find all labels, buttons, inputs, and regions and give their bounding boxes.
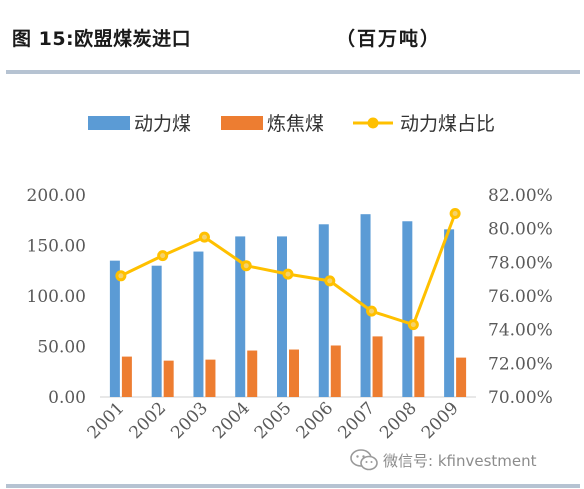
right-tick-label: 80.00% [488, 220, 553, 240]
watermark-text: 微信号: kfinvestment [383, 451, 537, 470]
header: 图 15:欧盟煤炭进口 （百万吨） [0, 0, 584, 74]
x-tick-label: 2006 [293, 398, 338, 443]
left-tick-label: 100.00 [27, 287, 86, 307]
bar-coking-coal [414, 336, 425, 397]
bar-thermal-coal [318, 224, 329, 397]
legend-swatch-thermal-coal [88, 116, 130, 130]
bar-thermal-coal [109, 260, 120, 397]
x-tick-label: 2007 [334, 398, 379, 443]
legend-label-share: 动力煤占比 [400, 113, 495, 135]
share-point-core [369, 308, 375, 314]
x-tick-label: 2004 [209, 398, 254, 443]
legend-marker-share [367, 117, 379, 129]
share-point-core [452, 211, 458, 217]
left-tick-label: 0.00 [48, 388, 86, 408]
right-tick-label: 72.00% [488, 354, 553, 374]
legend-label-thermal-coal: 动力煤 [134, 113, 191, 135]
bar-coking-coal [330, 345, 341, 397]
wechat-icon [350, 449, 378, 471]
share-point-core [118, 273, 124, 279]
bar-thermal-coal [277, 236, 287, 397]
legend-label-coking-coal: 炼焦煤 [267, 113, 324, 135]
share-point-core [327, 278, 333, 284]
right-axis: 70.00% 72.00% 74.00% 76.00% 78.00% 80.00% 82.0… [488, 186, 553, 408]
right-tick-label: 82.00% [488, 186, 553, 206]
left-axis: 0.00 50.00 100.00 150.00 200.00 [27, 186, 86, 408]
chart: 动力煤 炼焦煤 动力煤占比 0.0050.00100.00150.00200.00 … [27, 113, 553, 443]
right-tick-label: 70.00% [488, 388, 553, 408]
right-tick-label: 76.00% [488, 287, 553, 307]
bottom-divider [6, 484, 580, 488]
share-point-core [410, 322, 416, 328]
x-tick-label: 2005 [251, 398, 296, 443]
legend-swatch-coking-coal [221, 116, 263, 130]
x-tick-label: 2002 [125, 398, 170, 443]
bar-thermal-coal [193, 251, 204, 397]
bar-coking-coal [372, 336, 383, 397]
bar-thermal-coal [402, 221, 413, 397]
share-point-core [285, 271, 291, 277]
share-point-core [243, 263, 249, 269]
right-tick-label: 78.00% [488, 253, 553, 273]
bar-thermal-coal [444, 229, 455, 397]
share-point-core [160, 253, 166, 259]
bar-coking-coal [121, 356, 132, 397]
share-line [115, 208, 461, 331]
bars [109, 214, 467, 397]
x-tick-label: 2008 [376, 398, 421, 443]
share-point-core [201, 234, 207, 240]
x-tick-label: 2009 [418, 398, 463, 443]
top-divider [6, 70, 580, 74]
bar-coking-coal [456, 357, 467, 397]
left-tick-label: 50.00 [37, 338, 86, 358]
watermark: 微信号: kfinvestment [349, 449, 537, 471]
bar-thermal-coal [235, 236, 246, 397]
right-tick-label: 74.00% [488, 321, 553, 341]
left-tick-label: 200.00 [27, 186, 86, 206]
bar-thermal-coal [151, 265, 162, 397]
bar-coking-coal [205, 359, 216, 397]
bar-coking-coal [289, 349, 299, 397]
bar-coking-coal [163, 360, 174, 397]
unit-label: （百万吨） [336, 28, 442, 50]
x-tick-label: 2003 [167, 398, 212, 443]
left-tick-label: 150.00 [27, 237, 86, 257]
bar-coking-coal [247, 350, 258, 397]
legend: 动力煤 炼焦煤 动力煤占比 [88, 113, 495, 135]
chart-title: 图 15:欧盟煤炭进口 [12, 28, 192, 50]
x-tick-label: 2001 [84, 398, 129, 443]
